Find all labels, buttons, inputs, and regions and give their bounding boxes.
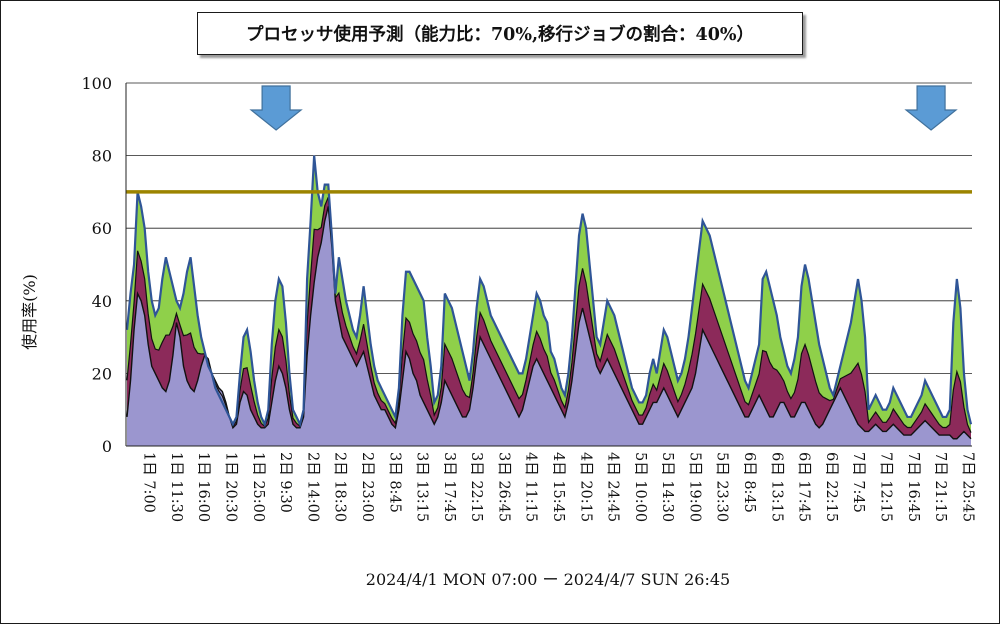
peak-arrow-icon xyxy=(904,85,958,131)
y-tick-label: 0 xyxy=(102,437,112,456)
x-tick-label: 7日 16:45 xyxy=(905,452,921,522)
chart-title: プロセッサ使用予測（能力比：70%,移行ジョブの割合：40%） xyxy=(245,25,755,45)
x-tick-label: 7日 12:15 xyxy=(878,452,894,522)
y-tick-labels: 0 20 40 60 80 100 xyxy=(81,74,112,456)
y-tick-label: 100 xyxy=(81,74,112,93)
axes xyxy=(125,83,972,447)
x-tick-label: 2日 9:30 xyxy=(277,452,293,513)
peak-arrows xyxy=(249,85,958,131)
series-lines xyxy=(125,155,973,440)
x-tick-label: 4日 20:15 xyxy=(577,452,593,522)
y-tick-label: 40 xyxy=(92,292,112,311)
x-tick-label: 7日 25:45 xyxy=(959,452,975,522)
area-base xyxy=(127,206,971,446)
x-tick-label: 2日 18:30 xyxy=(332,452,348,522)
x-tick-label: 5日 10:00 xyxy=(632,452,648,522)
x-tick-label: 1日 11:30 xyxy=(168,452,184,522)
x-tick-label: 1日 25:00 xyxy=(250,452,266,522)
x-tick-label: 3日 26:45 xyxy=(495,452,511,522)
chart-title-box: プロセッサ使用予測（能力比：70%,移行ジョブの割合：40%） xyxy=(197,12,803,55)
x-tick-label: 1日 7:00 xyxy=(141,452,157,513)
x-tick-label: 5日 19:00 xyxy=(687,452,703,522)
x-tick-label: 7日 21:15 xyxy=(932,452,948,522)
x-tick-label: 3日 8:45 xyxy=(386,452,402,513)
x-tick-label: 4日 24:45 xyxy=(605,452,621,522)
x-tick-label: 5日 14:30 xyxy=(659,452,675,522)
x-tick-label: 1日 20:30 xyxy=(223,452,239,522)
x-tick-label: 4日 11:15 xyxy=(523,452,539,522)
x-tick-label: 6日 8:45 xyxy=(741,452,757,513)
x-tick-label: 5日 23:30 xyxy=(714,452,730,522)
x-tick-label: 6日 13:15 xyxy=(768,452,784,522)
x-tick-label: 6日 17:45 xyxy=(796,452,812,522)
x-tick-label: 1日 16:00 xyxy=(195,452,211,522)
x-axis-label: 2024/4/1 MON 07:00 ー 2024/4/7 SUN 26:45 xyxy=(365,570,731,589)
x-tick-labels: 1日 7:00 1日 11:30 1日 16:00 1日 20:30 1日 25:00 2… xyxy=(141,452,976,522)
y-tick-label: 60 xyxy=(92,219,112,238)
x-tick-label: 2日 23:00 xyxy=(359,452,375,522)
series-areas xyxy=(127,155,971,446)
x-tick-label: 3日 17:45 xyxy=(441,452,457,522)
x-tick-label: 3日 13:15 xyxy=(414,452,430,522)
x-tick-label: 2日 14:00 xyxy=(304,452,320,522)
y-tick-label: 80 xyxy=(92,147,112,166)
peak-arrow-icon xyxy=(249,85,303,131)
x-tick-label: 3日 22:15 xyxy=(468,452,484,522)
y-tick-label: 20 xyxy=(92,364,112,383)
line-migrated xyxy=(126,197,972,433)
x-tick-label: 7日 7:45 xyxy=(850,452,866,513)
line-base xyxy=(126,206,972,440)
line-total xyxy=(125,155,973,428)
x-tick-label: 4日 15:45 xyxy=(550,452,566,522)
x-tick-label: 6日 22:15 xyxy=(823,452,839,522)
